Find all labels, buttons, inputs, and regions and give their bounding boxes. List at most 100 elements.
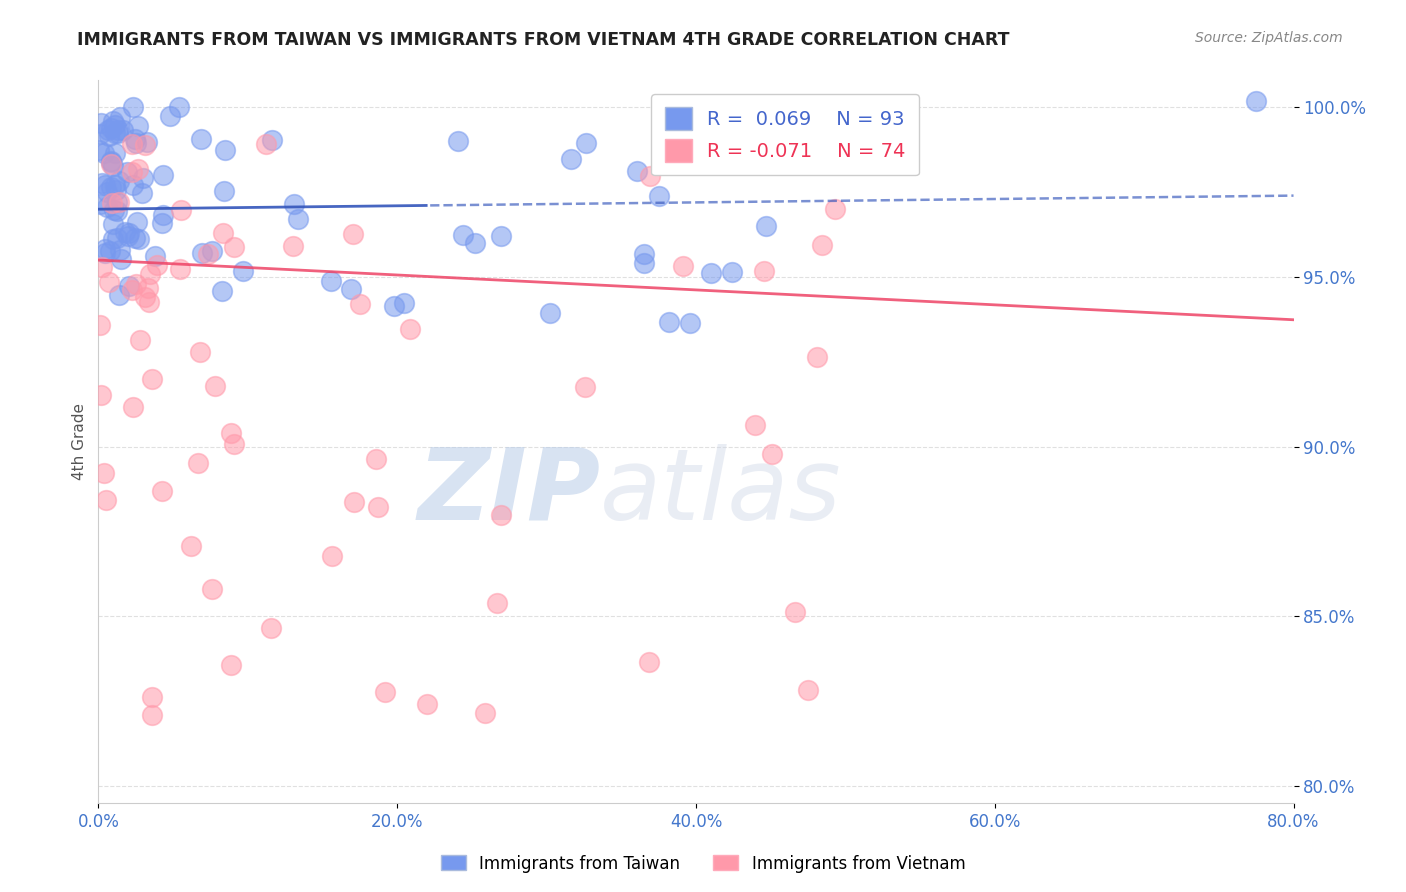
Point — [107, 288, 129, 302]
Point — [287, 212, 309, 227]
Point — [121, 283, 143, 297]
Point — [626, 164, 648, 178]
Point — [124, 231, 146, 245]
Point — [212, 184, 235, 198]
Point — [91, 260, 114, 274]
Point — [342, 227, 364, 241]
Point — [139, 267, 162, 281]
Point — [89, 318, 111, 332]
Legend: R =  0.069    N = 93, R = -0.071    N = 74: R = 0.069 N = 93, R = -0.071 N = 74 — [651, 94, 920, 176]
Point — [191, 245, 214, 260]
Point — [560, 153, 582, 167]
Point — [658, 315, 681, 329]
Point — [392, 296, 415, 310]
Point — [259, 621, 281, 635]
Point — [204, 379, 226, 393]
Point — [100, 120, 122, 135]
Point — [180, 540, 202, 554]
Point — [101, 195, 124, 210]
Point — [104, 145, 127, 160]
Point — [114, 226, 136, 240]
Point — [91, 176, 114, 190]
Point — [169, 262, 191, 277]
Point — [134, 138, 156, 153]
Point — [121, 165, 143, 179]
Point — [464, 235, 486, 250]
Point — [97, 129, 120, 144]
Point — [103, 202, 125, 217]
Text: IMMIGRANTS FROM TAIWAN VS IMMIGRANTS FROM VIETNAM 4TH GRADE CORRELATION CHART: IMMIGRANTS FROM TAIWAN VS IMMIGRANTS FRO… — [77, 31, 1010, 49]
Point — [340, 282, 363, 296]
Point — [96, 185, 118, 199]
Point — [100, 157, 122, 171]
Point — [125, 136, 148, 151]
Y-axis label: 4th Grade: 4th Grade — [72, 403, 87, 480]
Point — [447, 134, 470, 148]
Point — [117, 229, 139, 244]
Point — [367, 500, 389, 514]
Point — [491, 229, 513, 244]
Point — [128, 232, 150, 246]
Point — [90, 116, 112, 130]
Point — [96, 200, 118, 214]
Point — [796, 682, 818, 697]
Point — [672, 259, 695, 273]
Point — [115, 165, 138, 179]
Point — [201, 244, 224, 258]
Point — [744, 145, 766, 159]
Point — [141, 372, 163, 386]
Point — [720, 265, 742, 279]
Point — [104, 126, 127, 140]
Point — [87, 143, 110, 157]
Point — [744, 418, 766, 433]
Point — [131, 186, 153, 200]
Point — [125, 277, 148, 291]
Point — [633, 247, 655, 261]
Point — [89, 197, 111, 211]
Point — [752, 264, 775, 278]
Point — [103, 160, 125, 174]
Point — [107, 126, 129, 140]
Point — [136, 280, 159, 294]
Point — [107, 123, 129, 137]
Point — [146, 258, 169, 272]
Point — [97, 123, 120, 137]
Point — [321, 274, 343, 288]
Point — [824, 202, 846, 216]
Point — [93, 467, 115, 481]
Point — [121, 100, 143, 114]
Point — [98, 275, 121, 289]
Point — [105, 194, 128, 209]
Point — [141, 707, 163, 722]
Legend: Immigrants from Taiwan, Immigrants from Vietnam: Immigrants from Taiwan, Immigrants from … — [434, 848, 972, 880]
Point — [101, 113, 124, 128]
Text: atlas: atlas — [600, 443, 842, 541]
Point — [150, 483, 173, 498]
Point — [141, 690, 163, 704]
Point — [112, 122, 135, 136]
Point — [224, 437, 246, 451]
Point — [211, 227, 233, 241]
Point — [349, 297, 371, 311]
Point — [197, 247, 219, 261]
Point — [399, 321, 422, 335]
Point — [104, 118, 127, 132]
Point — [633, 256, 655, 270]
Point — [538, 306, 561, 320]
Point — [100, 155, 122, 169]
Point — [122, 401, 145, 415]
Point — [491, 508, 513, 522]
Point — [187, 456, 209, 470]
Point — [93, 242, 115, 256]
Point — [138, 295, 160, 310]
Point — [262, 133, 284, 147]
Point — [100, 180, 122, 194]
Point — [105, 204, 128, 219]
Point — [101, 217, 124, 231]
Point — [159, 109, 181, 123]
Point — [134, 290, 156, 304]
Point — [125, 215, 148, 229]
Point — [648, 188, 671, 202]
Point — [124, 132, 146, 146]
Point — [201, 582, 224, 596]
